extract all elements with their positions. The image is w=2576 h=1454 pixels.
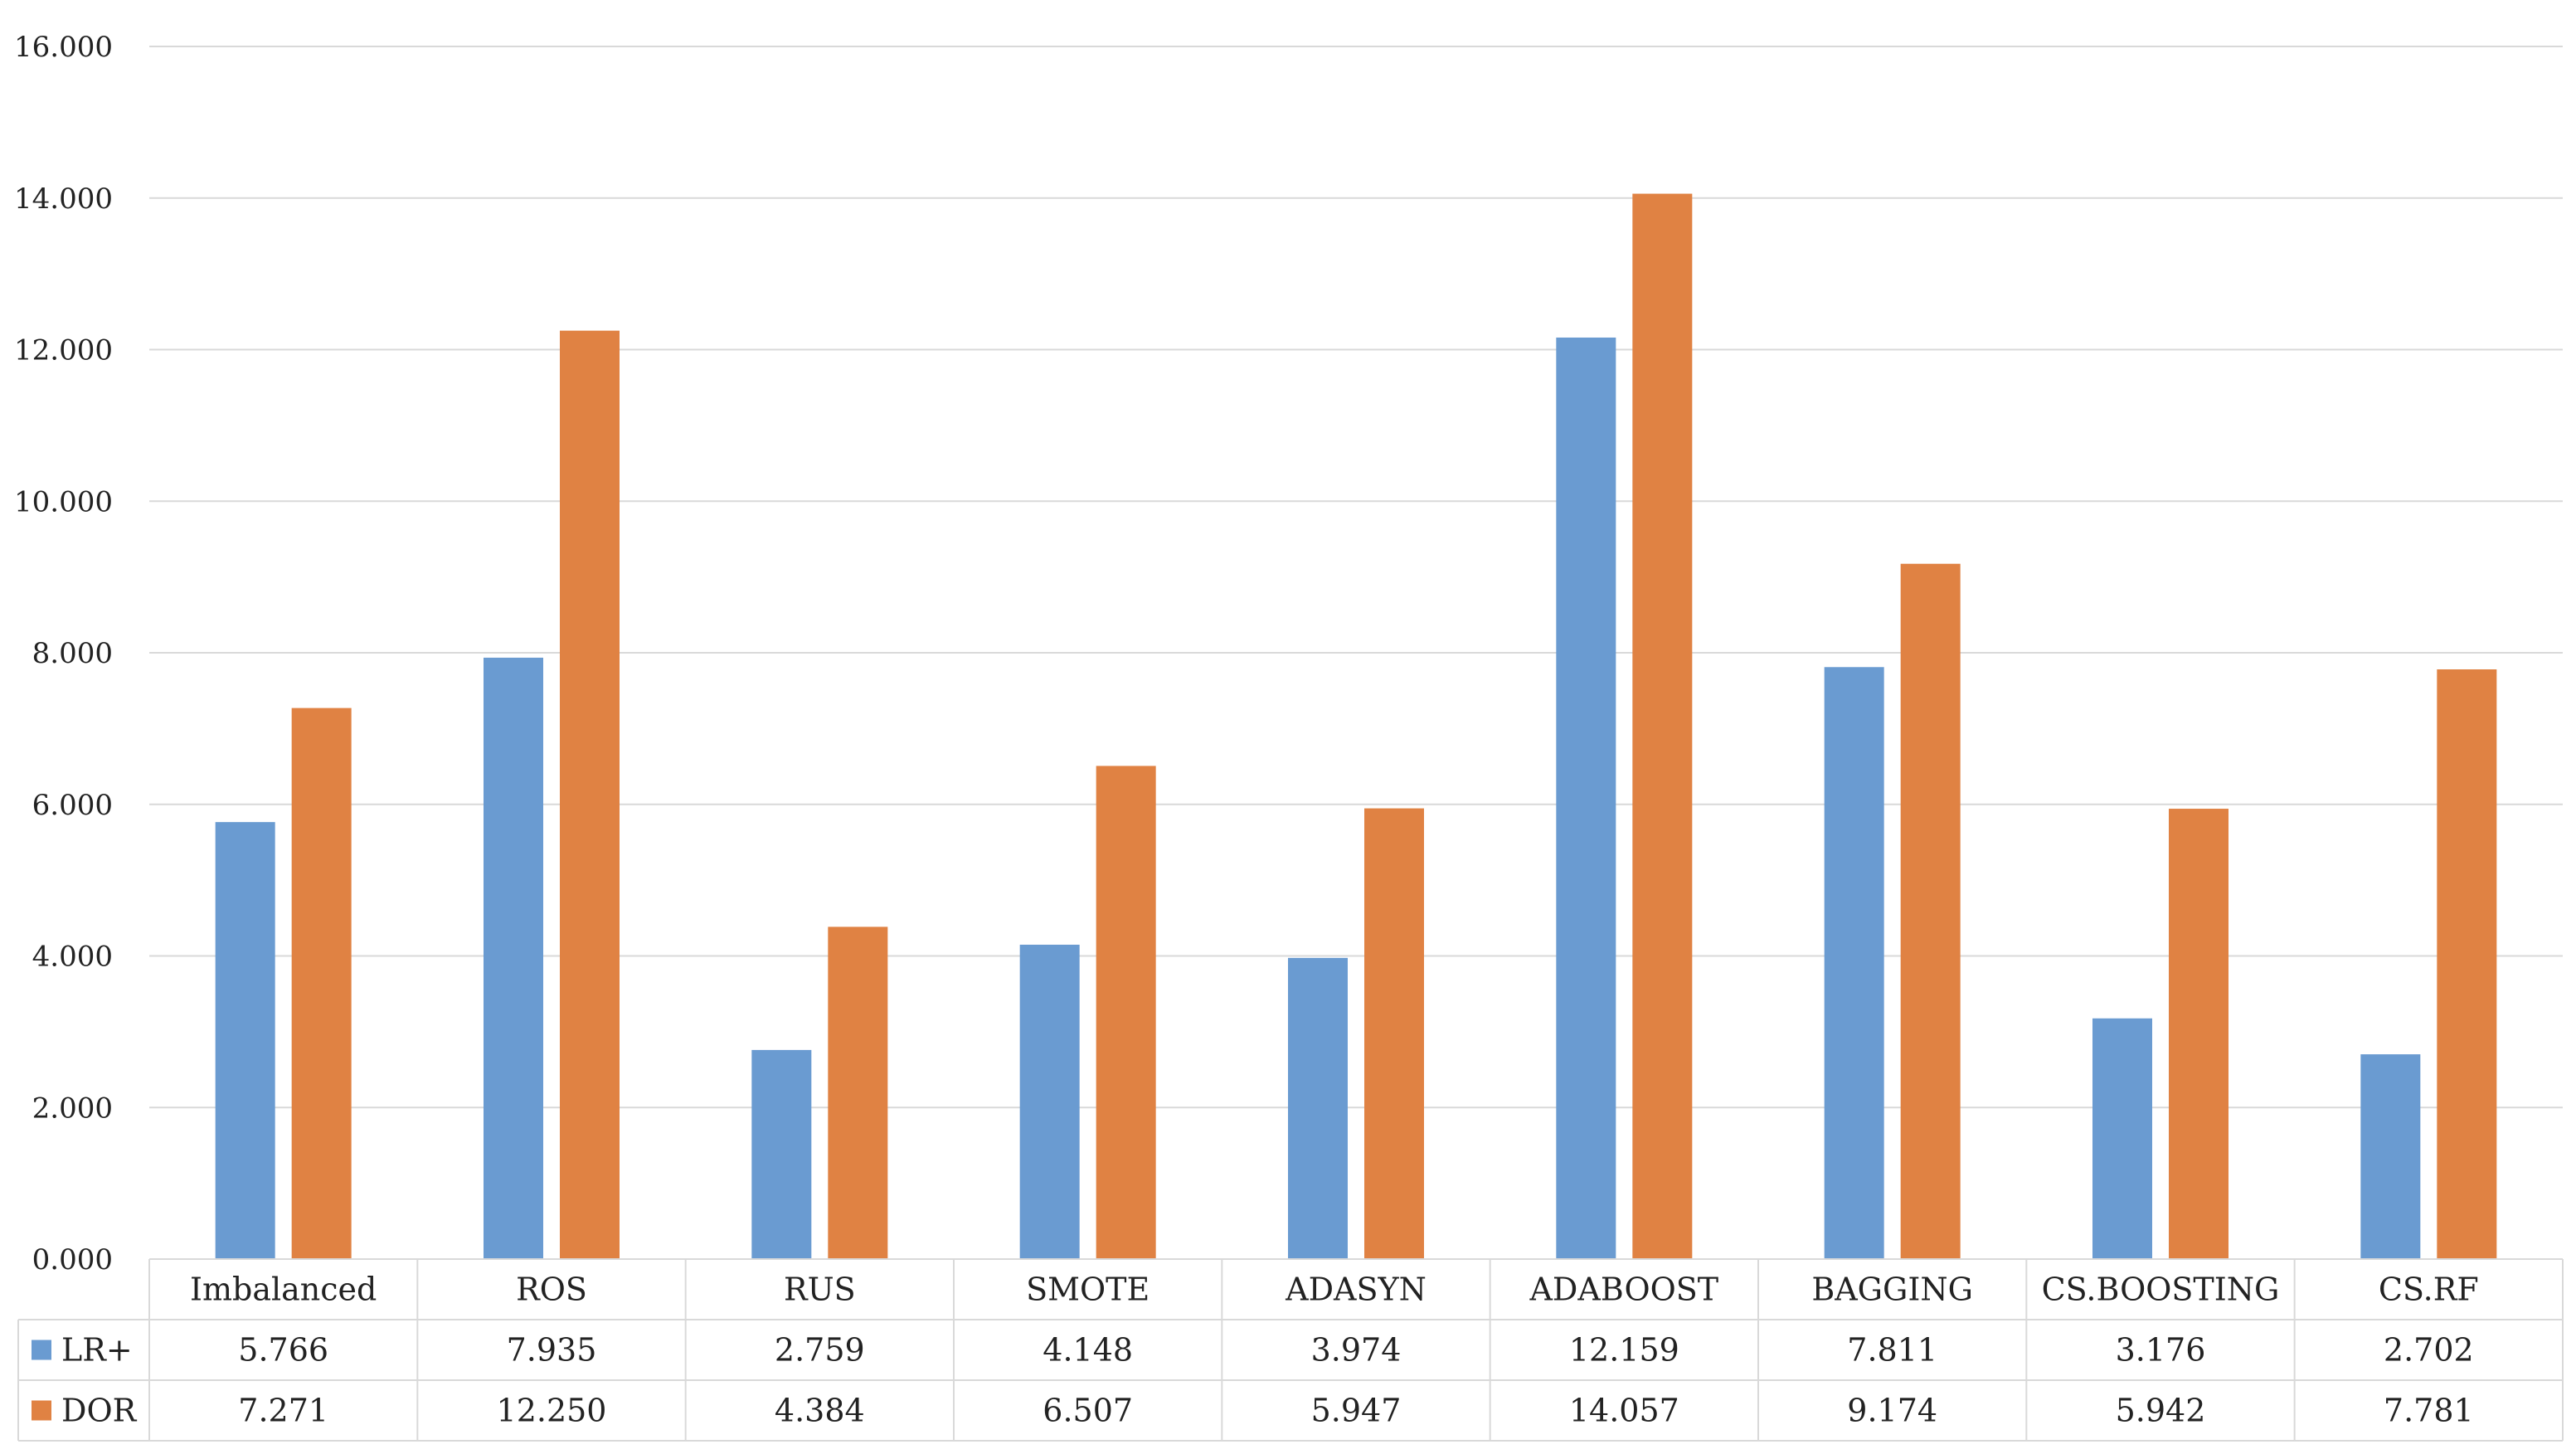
data-label: 3.176 bbox=[2116, 1332, 2206, 1369]
x-tick-label: CS.BOOSTING bbox=[2042, 1272, 2280, 1308]
y-tick-label: 8.000 bbox=[32, 637, 113, 670]
legend-swatch-dor bbox=[32, 1400, 51, 1421]
gridlines bbox=[149, 46, 2563, 1260]
bar-dor-adaboost bbox=[1632, 193, 1693, 1259]
data-label: 2.759 bbox=[775, 1332, 865, 1369]
data-label: 7.811 bbox=[1847, 1332, 1937, 1369]
legend-label: LR+ bbox=[61, 1332, 133, 1369]
bars bbox=[215, 193, 2497, 1259]
bar-dor-bagging bbox=[1900, 563, 1961, 1259]
data-label: 7.271 bbox=[238, 1393, 328, 1429]
bar-lr-ros bbox=[484, 657, 543, 1259]
bar-dor-smote bbox=[1096, 766, 1156, 1259]
y-tick-label: 16.000 bbox=[14, 31, 113, 64]
x-tick-label: Imbalanced bbox=[190, 1272, 377, 1308]
bar-dor-cs-boosting bbox=[2169, 809, 2228, 1259]
bar-lr-cs-rf bbox=[2360, 1054, 2421, 1259]
data-label: 12.159 bbox=[1569, 1332, 1679, 1369]
bar-lr-smote bbox=[1019, 944, 1080, 1259]
y-axis-ticks: 0.000 2.000 4.000 6.000 8.000 10.000 12.000 14.… bbox=[14, 31, 113, 1277]
bar-dor-ros bbox=[560, 330, 620, 1259]
legend-swatch-lr bbox=[32, 1340, 51, 1360]
bar-lr-adasyn bbox=[1288, 957, 1348, 1259]
data-label: 3.974 bbox=[1311, 1332, 1402, 1369]
data-label: 12.250 bbox=[497, 1393, 607, 1429]
x-tick-label: SMOTE bbox=[1026, 1272, 1149, 1308]
data-label: 4.384 bbox=[775, 1393, 865, 1429]
data-label: 5.766 bbox=[238, 1332, 328, 1369]
data-label: 4.148 bbox=[1043, 1332, 1133, 1369]
x-tick-label: CS.RF bbox=[2379, 1272, 2479, 1308]
x-tick-label: BAGGING bbox=[1811, 1272, 1973, 1308]
bar-lr-adaboost bbox=[1556, 337, 1616, 1259]
y-tick-label: 2.000 bbox=[32, 1092, 113, 1125]
bar-dor-cs-rf bbox=[2437, 669, 2497, 1259]
x-tick-label: ROS bbox=[516, 1272, 587, 1308]
bar-dor-imbalanced bbox=[291, 708, 352, 1259]
data-label: 6.507 bbox=[1043, 1393, 1133, 1429]
data-label: 14.057 bbox=[1569, 1393, 1679, 1429]
data-table: Imbalanced ROS RUS SMOTE ADASYN ADABOOST BAGGI… bbox=[17, 1258, 2564, 1442]
data-label: 7.935 bbox=[507, 1332, 597, 1369]
y-tick-label: 0.000 bbox=[32, 1243, 113, 1277]
data-label: 5.942 bbox=[2116, 1393, 2206, 1429]
y-tick-label: 10.000 bbox=[14, 485, 113, 518]
y-tick-label: 6.000 bbox=[32, 789, 113, 822]
bar-dor-rus bbox=[828, 926, 888, 1259]
x-tick-label: ADASYN bbox=[1285, 1272, 1427, 1308]
legend-label: DOR bbox=[61, 1393, 138, 1429]
data-label: 7.781 bbox=[2384, 1393, 2474, 1429]
y-tick-label: 14.000 bbox=[14, 182, 113, 216]
bar-lr-rus bbox=[751, 1049, 812, 1259]
data-label: 5.947 bbox=[1311, 1393, 1402, 1429]
y-tick-label: 12.000 bbox=[14, 334, 113, 367]
data-label: 9.174 bbox=[1847, 1393, 1937, 1429]
x-tick-label: RUS bbox=[784, 1272, 856, 1308]
bar-dor-adasyn bbox=[1364, 808, 1424, 1259]
bar-lr-cs-boosting bbox=[2092, 1018, 2152, 1259]
x-tick-label: ADABOOST bbox=[1529, 1272, 1718, 1308]
bar-lr-imbalanced bbox=[215, 822, 275, 1259]
bar-lr-bagging bbox=[1824, 667, 1884, 1259]
data-label: 2.702 bbox=[2384, 1332, 2474, 1369]
y-tick-label: 4.000 bbox=[32, 941, 113, 974]
